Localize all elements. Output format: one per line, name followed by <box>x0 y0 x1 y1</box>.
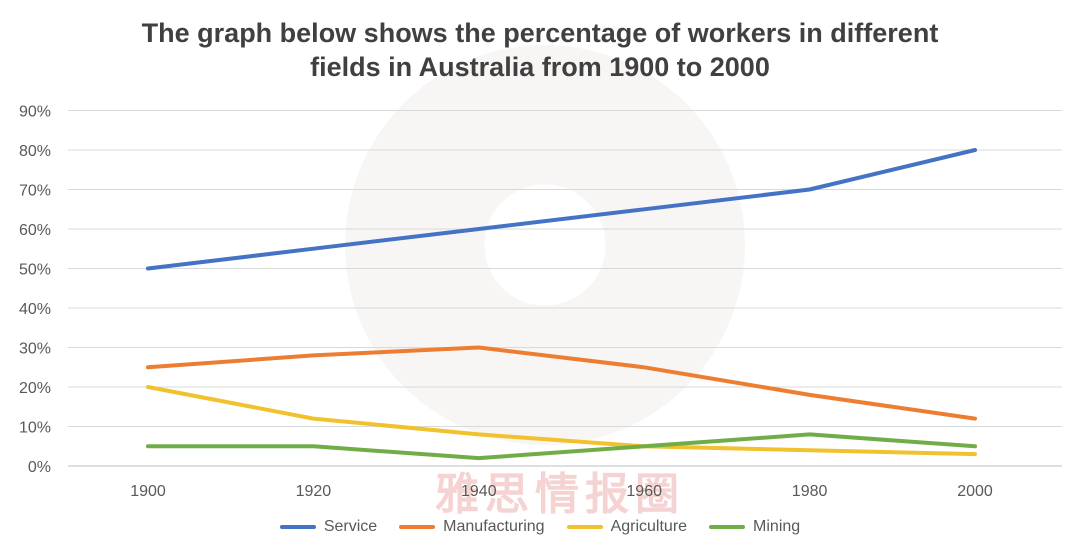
y-tick-label: 30% <box>19 341 51 358</box>
x-tick-label: 1960 <box>626 483 662 500</box>
y-tick-label: 10% <box>19 420 51 437</box>
legend: Service Manufacturing Agriculture Mining <box>0 518 1080 536</box>
y-tick-label: 20% <box>19 380 51 397</box>
y-tick-label: 80% <box>19 143 51 160</box>
series-line-manufacturing <box>146 345 977 421</box>
legend-item-agriculture: Agriculture <box>566 518 688 536</box>
legend-label: Mining <box>753 518 801 535</box>
series-line-mining <box>146 432 977 461</box>
chart-title-line-2: fields in Australia from 1900 to 2000 <box>310 52 770 82</box>
series-line-agriculture <box>146 385 977 457</box>
x-tick-label: 1920 <box>296 483 332 500</box>
x-tick-label: 2000 <box>957 483 993 500</box>
legend-label: Service <box>323 518 378 535</box>
y-tick-label: 40% <box>19 301 51 318</box>
x-tick-label: 1940 <box>461 483 497 500</box>
legend-swatch <box>709 525 746 529</box>
y-tick-label: 90% <box>19 104 51 121</box>
legend-item-service: Service <box>279 518 378 536</box>
watermark-logo <box>345 45 745 445</box>
legend-label: Agriculture <box>610 518 688 535</box>
y-tick-label: 0% <box>28 459 51 476</box>
grid-lines <box>68 110 1062 467</box>
series-lines <box>146 148 977 461</box>
legend-item-manufacturing: Manufacturing <box>399 518 545 536</box>
chart-title: The graph below shows the percentage of … <box>0 16 1080 84</box>
chart-title-line-1: The graph below shows the percentage of … <box>141 18 939 48</box>
y-tick-label: 50% <box>19 262 51 279</box>
x-tick-label: 1980 <box>792 483 828 500</box>
y-tick-label: 60% <box>19 222 51 239</box>
legend-swatch <box>566 525 603 529</box>
x-axis-ticks: 1900 1920 1940 1960 1980 2000 <box>130 483 993 500</box>
y-tick-label: 70% <box>19 183 51 200</box>
legend-item-mining: Mining <box>709 518 800 536</box>
legend-swatch <box>279 525 316 529</box>
legend-swatch <box>399 525 436 529</box>
series-line-service <box>146 148 977 271</box>
legend-label: Manufacturing <box>443 518 545 535</box>
y-axis-ticks: 0% 10% 20% 30% 40% 50% 60% 70% 80% 90% <box>19 104 51 477</box>
watermark-text: 雅思情报圈 <box>435 469 685 520</box>
x-tick-label: 1900 <box>130 483 166 500</box>
